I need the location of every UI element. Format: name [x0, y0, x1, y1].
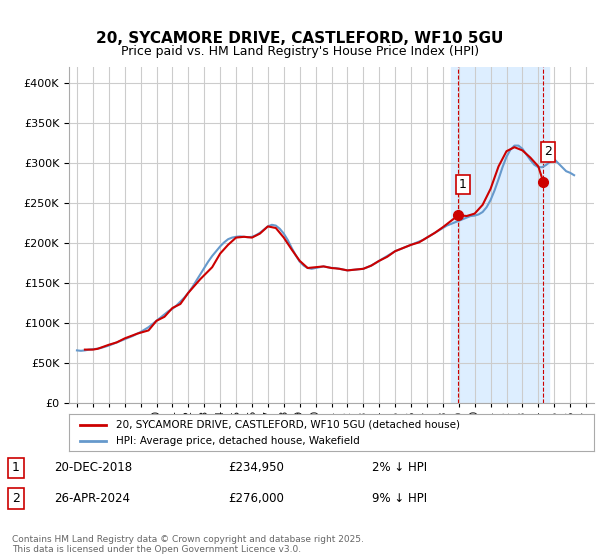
Text: 1: 1 [12, 461, 20, 474]
Text: 20, SYCAMORE DRIVE, CASTLEFORD, WF10 5GU (detached house): 20, SYCAMORE DRIVE, CASTLEFORD, WF10 5GU… [116, 419, 460, 430]
Text: £234,950: £234,950 [228, 461, 284, 474]
Text: Contains HM Land Registry data © Crown copyright and database right 2025.
This d: Contains HM Land Registry data © Crown c… [12, 535, 364, 554]
Text: 26-APR-2024: 26-APR-2024 [54, 492, 130, 505]
Text: HPI: Average price, detached house, Wakefield: HPI: Average price, detached house, Wake… [116, 436, 360, 446]
Text: 20, SYCAMORE DRIVE, CASTLEFORD, WF10 5GU: 20, SYCAMORE DRIVE, CASTLEFORD, WF10 5GU [97, 31, 503, 46]
Text: 2: 2 [12, 492, 20, 505]
Text: 2% ↓ HPI: 2% ↓ HPI [372, 461, 427, 474]
Text: 20-DEC-2018: 20-DEC-2018 [54, 461, 132, 474]
Text: £276,000: £276,000 [228, 492, 284, 505]
Text: 2: 2 [544, 146, 552, 158]
Text: 9% ↓ HPI: 9% ↓ HPI [372, 492, 427, 505]
Text: Price paid vs. HM Land Registry's House Price Index (HPI): Price paid vs. HM Land Registry's House … [121, 45, 479, 58]
Text: 1: 1 [459, 178, 467, 192]
Bar [451, 67, 550, 403]
